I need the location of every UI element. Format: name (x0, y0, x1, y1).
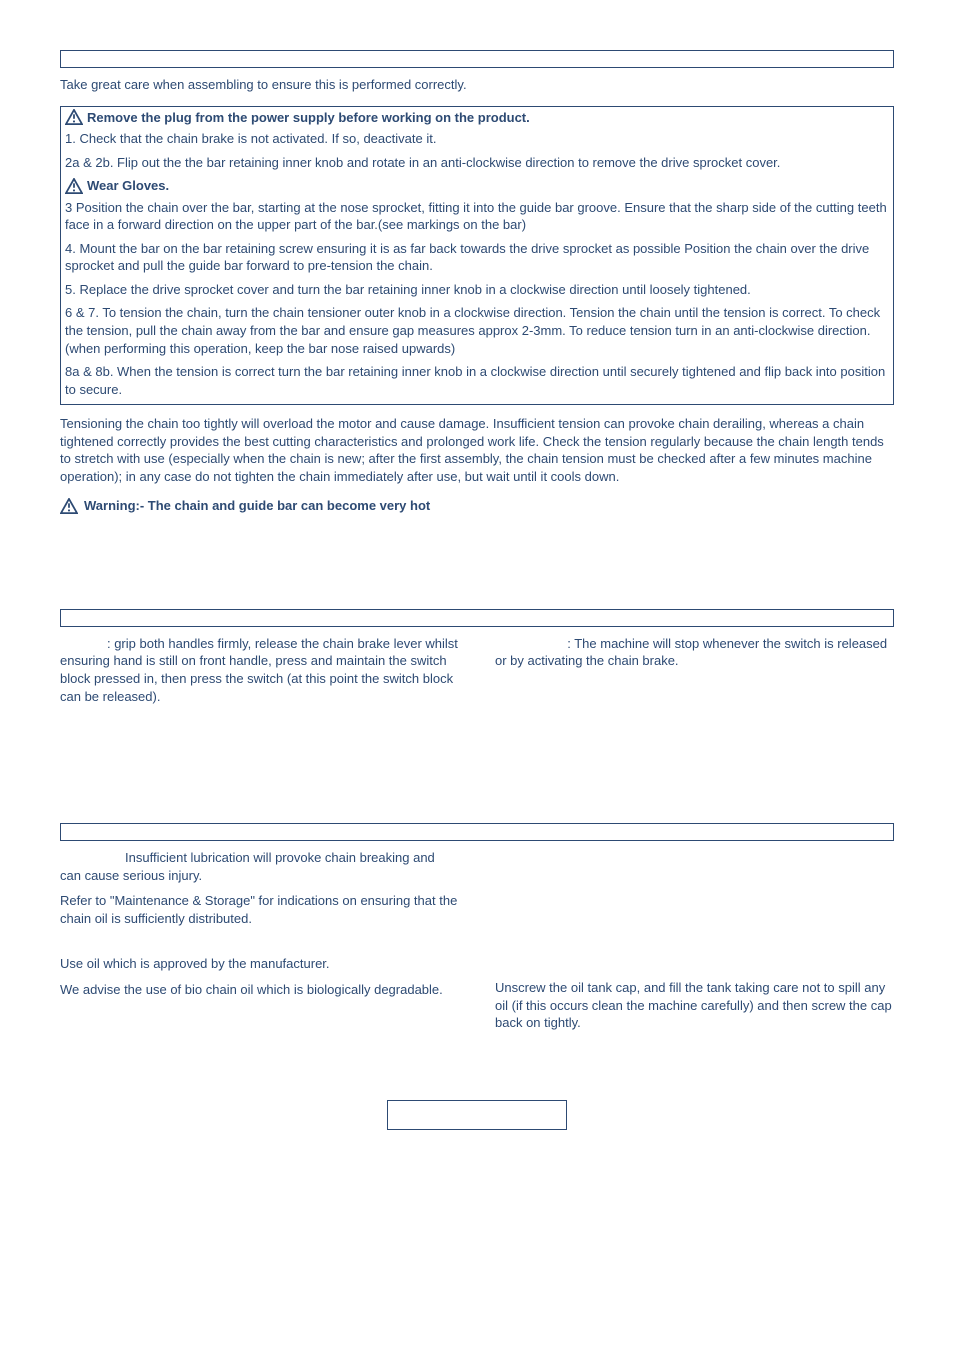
step-5: 5. Replace the drive sprocket cover and … (65, 281, 889, 299)
assembly-steps-box: Remove the plug from the power supply be… (60, 106, 894, 406)
stop-column: : The machine will stop whenever the swi… (495, 635, 894, 713)
startstop-title (60, 609, 894, 627)
tensioning-note: Tensioning the chain too tightly will ov… (60, 415, 894, 485)
oil-left1-prefix (60, 850, 125, 865)
oil-right-column: Unscrew the oil tank cap, and fill the t… (495, 849, 894, 1040)
start-prefix (60, 636, 107, 651)
warning-remove-plug-text: Remove the plug from the power supply be… (87, 109, 530, 127)
assembly-title (60, 50, 894, 68)
step-7: 8a & 8b. When the tension is correct tur… (65, 363, 889, 398)
start-text: : grip both handles firmly, release the … (60, 636, 458, 704)
oil-left-column: Insufficient lubrication will provoke ch… (60, 849, 459, 1040)
assembly-intro: Take great care when assembling to ensur… (60, 76, 894, 94)
step-6: 6 & 7. To tension the chain, turn the ch… (65, 304, 889, 357)
oil-title (60, 823, 894, 841)
step-2: 2a & 2b. Flip out the the bar retaining … (65, 154, 889, 172)
footer-box (387, 1100, 567, 1130)
warning-remove-plug: Remove the plug from the power supply be… (65, 109, 889, 127)
warning-icon (65, 178, 83, 194)
oil-bio-advice: We advise the use of bio chain oil which… (60, 981, 459, 999)
warning-hot-text: Warning:- The chain and guide bar can be… (84, 497, 430, 515)
oil-fill-instructions: Unscrew the oil tank cap, and fill the t… (495, 979, 894, 1032)
oil-columns: Insufficient lubrication will provoke ch… (60, 849, 894, 1040)
step-4: 4. Mount the bar on the bar retaining sc… (65, 240, 889, 275)
oil-maintenance-ref: Refer to "Maintenance & Storage" for ind… (60, 892, 459, 927)
warning-icon (60, 498, 78, 514)
warning-hot: Warning:- The chain and guide bar can be… (60, 497, 894, 515)
startstop-columns: : grip both handles firmly, release the … (60, 635, 894, 713)
warning-wear-gloves-text: Wear Gloves. (87, 177, 169, 195)
stop-prefix (495, 636, 567, 651)
step-3: 3 Position the chain over the bar, start… (65, 199, 889, 234)
warning-icon (65, 109, 83, 125)
step-1: 1. Check that the chain brake is not act… (65, 130, 889, 148)
start-column: : grip both handles firmly, release the … (60, 635, 459, 713)
warning-wear-gloves: Wear Gloves. (65, 177, 889, 195)
oil-approved: Use oil which is approved by the manufac… (60, 955, 459, 973)
